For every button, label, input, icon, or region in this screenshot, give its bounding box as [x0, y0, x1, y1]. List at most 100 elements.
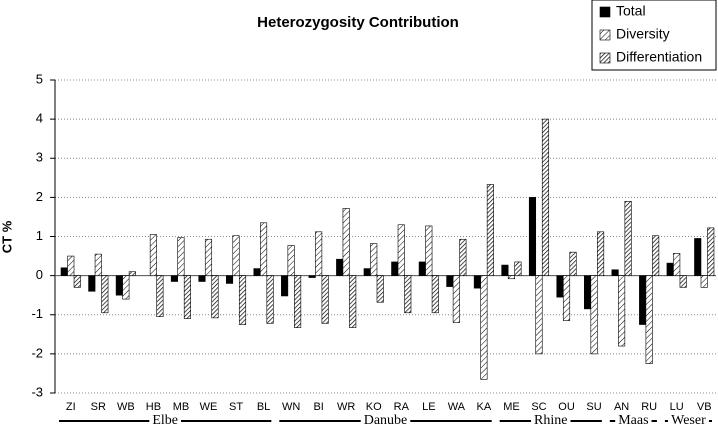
bar [425, 225, 433, 276]
x-tick-label: WR [337, 401, 355, 413]
y-tick-label: -3 [31, 384, 43, 399]
x-tick-label: BI [313, 401, 323, 413]
bar [391, 261, 399, 276]
x-tick-label: AN [614, 401, 629, 413]
x-tick-label: ME [503, 401, 520, 413]
legend-box [591, 0, 717, 71]
group-label-bg [615, 413, 652, 428]
x-tick-label: WE [200, 401, 218, 413]
bar [294, 275, 302, 328]
bar [349, 275, 357, 328]
bar [584, 275, 592, 310]
bar [232, 235, 240, 276]
bar [611, 269, 619, 276]
bar [211, 275, 219, 319]
bar [541, 118, 550, 276]
x-tick-label: ST [229, 401, 243, 413]
bar [652, 235, 660, 276]
legend-label: Total [616, 3, 646, 19]
bar [431, 275, 439, 314]
bar [618, 275, 626, 347]
legend-swatch [599, 29, 611, 41]
bar [149, 234, 157, 276]
y-tick-label: 4 [36, 111, 43, 126]
x-tick-label: SR [91, 401, 106, 413]
bar [501, 264, 509, 276]
x-tick-label: BL [257, 401, 270, 413]
bar [94, 253, 102, 276]
bar [556, 275, 564, 298]
x-tick-label: LU [670, 401, 684, 413]
x-tick-label: LE [422, 401, 435, 413]
y-tick-label: 0 [36, 267, 43, 282]
bar [507, 275, 515, 280]
x-tick-label: SC [531, 401, 546, 413]
bar [238, 275, 247, 325]
legend-label: Differentiation [616, 49, 702, 65]
bar [260, 222, 268, 276]
bar [694, 238, 702, 276]
bar [370, 243, 378, 276]
bar [569, 251, 577, 276]
bar [397, 224, 405, 276]
bar [115, 275, 123, 296]
y-tick-label: 2 [36, 189, 43, 204]
bar [535, 275, 543, 355]
bar [679, 275, 687, 288]
group-label: Danube [364, 413, 408, 428]
y-tick-label: -1 [31, 306, 43, 321]
bar [446, 275, 454, 287]
bar [418, 261, 426, 276]
chart-title: Heterozygosity Contribution [257, 14, 459, 31]
bar [321, 275, 329, 324]
bar [700, 275, 708, 288]
bar [528, 197, 537, 276]
bar [666, 262, 674, 276]
bar [645, 275, 653, 364]
bar [122, 275, 130, 300]
bar [486, 184, 494, 276]
y-axis-label: CT % [0, 220, 14, 253]
y-tick-label: -2 [31, 345, 43, 360]
bar [204, 238, 213, 276]
group-label-bg [667, 413, 709, 428]
x-tick-label: ZI [66, 401, 76, 413]
bar [590, 275, 598, 355]
bar [60, 267, 68, 276]
x-tick-label: RA [394, 401, 410, 413]
bar [225, 275, 234, 284]
bar [459, 238, 467, 276]
group-label-bg [531, 413, 571, 428]
bar [281, 275, 289, 297]
group-label: Maas [618, 413, 648, 428]
bar [597, 231, 605, 276]
x-tick-label: WB [117, 401, 135, 413]
y-tick-label: 1 [36, 228, 43, 243]
bar [473, 275, 481, 289]
bar [101, 275, 109, 314]
bar [315, 231, 323, 276]
x-tick-label: OU [558, 401, 575, 413]
bar [480, 275, 488, 380]
x-tick-label: KA [477, 401, 492, 413]
bar [404, 275, 412, 314]
group-label: Rhine [534, 413, 567, 428]
bar [562, 275, 571, 321]
x-tick-label: KO [366, 401, 382, 413]
bar [639, 275, 647, 325]
bar [88, 275, 96, 292]
bar [266, 275, 274, 324]
bar [287, 245, 295, 276]
legend-swatch [599, 52, 611, 64]
group-label: Weser [671, 413, 706, 428]
bar [336, 258, 344, 276]
bar [624, 200, 632, 276]
bar [156, 275, 164, 318]
y-tick-label: 5 [36, 71, 43, 86]
bar [170, 275, 178, 282]
bar [452, 275, 460, 323]
y-tick-label: 3 [36, 150, 43, 165]
legend-label: Diversity [616, 26, 670, 42]
x-tick-label: SU [586, 401, 601, 413]
